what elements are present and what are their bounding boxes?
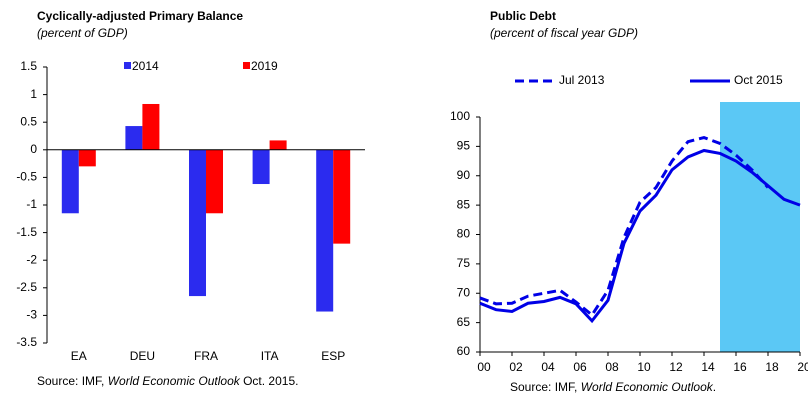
legend-label: 2019 [251, 59, 278, 73]
x-tick-label: FRA [194, 349, 218, 363]
y-tick-label: 60 [457, 344, 471, 358]
y-tick-label: -2.5 [16, 280, 37, 294]
source-text: Source: IMF, [37, 374, 105, 388]
chart-title: Public Debt [490, 9, 556, 23]
x-tick-label: 08 [605, 360, 619, 374]
source: Source: IMF, World Economic Outlook. [510, 380, 716, 394]
x-tick-label: 14 [701, 360, 715, 374]
line [479, 148, 801, 324]
x-tick-label: 20 [797, 360, 808, 374]
x-tick-label: 10 [637, 360, 651, 374]
y-tick-label: -3.5 [16, 335, 37, 349]
bar [125, 126, 143, 150]
y-tick-label: -1.5 [16, 225, 37, 239]
bar [316, 149, 334, 312]
y-tick-label: -1 [26, 197, 37, 211]
x-tick-label: 06 [573, 360, 587, 374]
x-tick-label: 04 [541, 360, 555, 374]
shaded-region [720, 102, 800, 352]
y-tick-label: 70 [457, 285, 471, 299]
chart-title: Cyclically-adjusted Primary Balance [37, 9, 243, 23]
x-tick-label: 12 [669, 360, 683, 374]
x-tick-label: 16 [733, 360, 747, 374]
y-tick-label: 75 [457, 256, 471, 270]
source-text: World Economic Outlook [107, 374, 240, 388]
y-tick-label: 90 [457, 168, 471, 182]
x-tick-label: DEU [130, 349, 155, 363]
source: Source: IMF, World Economic Outlook Oct.… [37, 374, 298, 388]
line [479, 135, 770, 318]
bar [206, 149, 223, 214]
x-tick-label: 00 [477, 360, 491, 374]
bar [269, 140, 287, 150]
y-tick-label: 0.5 [20, 114, 37, 128]
bar [61, 149, 79, 214]
y-tick-label: 1 [30, 87, 37, 101]
bar [333, 149, 351, 244]
legend-label: Oct 2015 [734, 73, 783, 87]
bar [78, 149, 96, 167]
source-text: . [712, 380, 717, 394]
y-tick-label: 95 [457, 139, 471, 153]
x-tick-label: ITA [261, 349, 279, 363]
y-tick-label: 65 [457, 315, 471, 329]
x-tick-label: ESP [321, 349, 345, 363]
y-tick-label: 0 [30, 142, 37, 156]
legend-label: 2014 [132, 59, 159, 73]
y-tick-label: -2 [26, 252, 37, 266]
bar [252, 149, 270, 185]
legend-swatch [124, 62, 131, 69]
legend-label: Jul 2013 [559, 73, 605, 87]
source-text: Source: IMF, [510, 380, 578, 394]
bar [189, 149, 206, 297]
source-text: Oct. 2015. [243, 374, 299, 388]
chart-subtitle: (percent of fiscal year GDP) [490, 26, 638, 40]
y-tick-label: -0.5 [16, 170, 37, 184]
bar [142, 103, 160, 150]
legend-swatch [243, 62, 250, 69]
y-tick-label: 100 [450, 109, 470, 123]
y-tick-label: 1.5 [20, 59, 37, 73]
y-tick-label: -3 [26, 308, 37, 322]
x-tick-label: EA [71, 349, 87, 363]
y-tick-label: 85 [457, 197, 471, 211]
chart-subtitle: (percent of GDP) [37, 26, 128, 40]
x-tick-label: 02 [509, 360, 523, 374]
x-tick-label: 18 [765, 360, 779, 374]
source-text: World Economic Outlook [580, 380, 713, 394]
y-tick-label: 80 [457, 227, 471, 241]
